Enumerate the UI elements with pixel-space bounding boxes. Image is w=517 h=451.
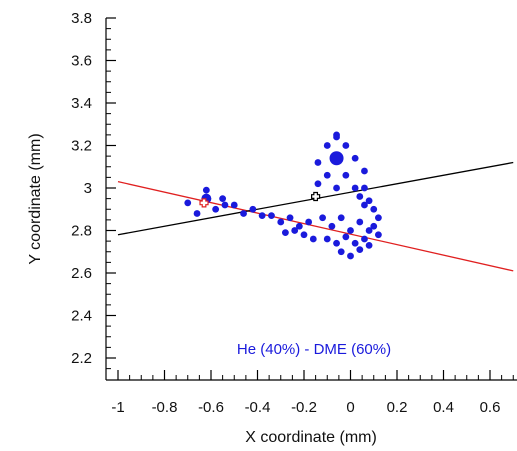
x-tick-label: 0 (346, 399, 354, 416)
data-point (351, 154, 359, 162)
data-point (333, 184, 340, 192)
data-point (356, 246, 364, 254)
data-point (319, 214, 326, 222)
data-point (361, 201, 368, 209)
data-point (277, 218, 285, 226)
data-point (193, 210, 201, 217)
data-point (328, 222, 336, 230)
data-point (282, 229, 289, 237)
data-point (337, 214, 345, 222)
y-axis-title: Y coordinate (mm) (27, 133, 44, 264)
x-tick-label: -0.6 (198, 399, 224, 416)
cross-marker (311, 191, 321, 202)
data-point (314, 180, 322, 188)
data-point (365, 197, 373, 205)
data-point (351, 184, 359, 192)
y-tick-label: 3.2 (71, 138, 92, 155)
data-point (249, 205, 257, 213)
data-point (351, 239, 359, 247)
data-point (323, 142, 331, 149)
data-point (337, 248, 345, 256)
data-point (268, 212, 275, 220)
gas-mixture-annotation: He (40%) - DME (60%) (237, 341, 391, 358)
data-point (219, 195, 227, 203)
data-point (333, 239, 340, 247)
y-tick-label: 3.6 (71, 53, 92, 70)
data-point (347, 252, 354, 260)
data-point (212, 205, 220, 213)
x-tick-label: -0.2 (291, 399, 317, 416)
data-point (370, 205, 378, 213)
data-point (365, 241, 373, 249)
y-tick-label: 3 (84, 180, 92, 197)
y-tick-label: 2.2 (71, 350, 92, 367)
data-point (365, 227, 373, 234)
data-point (361, 167, 368, 175)
data-point (258, 212, 266, 220)
cross-marker (199, 198, 209, 208)
y-tick-label: 2.6 (71, 265, 92, 282)
x-axis-title: X coordinate (mm) (245, 429, 377, 446)
data-point (370, 222, 378, 230)
data-point (221, 201, 229, 209)
data-point (240, 210, 247, 217)
data-point (347, 227, 354, 234)
data-point (375, 231, 382, 239)
data-point (295, 222, 303, 230)
x-axis-ticks: -1 -0.8 -0.6 -0.4 -0.2 0 0.2 0.4 0.6 (111, 370, 514, 416)
data-point (286, 214, 294, 222)
data-point (361, 235, 368, 243)
data-point (361, 184, 368, 192)
data-point (356, 193, 364, 200)
data-point (342, 233, 350, 241)
y-axis-ticks: 2.2 2.4 2.6 2.8 3 3.2 3.4 3.6 3.8 (71, 10, 116, 370)
x-tick-label: 0.4 (433, 399, 454, 416)
data-point-large (329, 151, 344, 166)
data-point (305, 218, 313, 226)
data-point (184, 199, 192, 207)
red-fit-line (117, 180, 514, 272)
y-tick-label: 3.4 (71, 95, 92, 112)
data-point (314, 159, 322, 166)
data-point (333, 131, 340, 139)
data-point (342, 142, 350, 149)
x-tick-label: -1 (111, 399, 124, 416)
y-tick-label: 2.8 (71, 223, 92, 240)
data-point (356, 218, 364, 226)
data-point (323, 171, 331, 179)
data-point (375, 214, 382, 222)
data-point (323, 235, 331, 243)
data-point (202, 186, 210, 194)
y-tick-label: 3.8 (71, 10, 92, 27)
data-point (291, 227, 299, 234)
data-point (230, 201, 238, 209)
x-tick-label: 0.6 (480, 399, 501, 416)
y-tick-label: 2.4 (71, 308, 92, 325)
x-tick-label: 0.2 (387, 399, 408, 416)
x-tick-label: -0.4 (245, 399, 271, 416)
data-point (300, 231, 308, 239)
data-point (342, 171, 350, 179)
x-tick-label: -0.8 (152, 399, 178, 416)
data-point (309, 235, 317, 243)
